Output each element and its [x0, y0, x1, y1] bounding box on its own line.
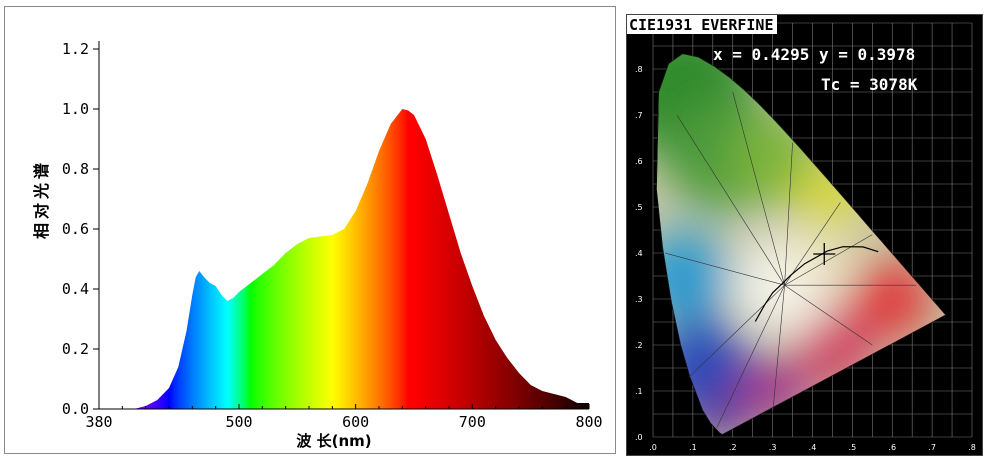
cie-x-tick-label: .2 [729, 443, 737, 452]
y-tick-label: 1.0 [62, 100, 89, 118]
cie-y-tick-label: .2 [635, 341, 643, 350]
cie-measured-point [813, 243, 836, 266]
cie-x-tick-label: .1 [689, 443, 697, 452]
x-axis-label: 波 长(nm) [296, 432, 371, 450]
cie-x-tick-label: .7 [928, 443, 936, 452]
x-tick-label: 600 [342, 413, 369, 431]
cie-x-tick-label: .4 [809, 443, 817, 452]
y-tick-label: 0.2 [62, 340, 89, 358]
cie-x-tick-label: .0 [649, 443, 657, 452]
y-axis-label: 相对光谱 [32, 159, 51, 239]
cie-xy-readout: x = 0.4295 y = 0.3978 [713, 45, 916, 64]
spectrum-area [122, 109, 590, 409]
y-tick-label: 1.2 [62, 40, 89, 58]
cie-gamut-fill [656, 53, 947, 435]
cie-x-tick-label: .6 [888, 443, 896, 452]
cie-tc-readout: Tc = 3078K [821, 75, 918, 94]
spectrum-chart-panel: 0.0 0.2 0.4 0.6 0.8 1.0 1.2 380 500 600 700 800 波 长(… [4, 6, 616, 454]
cie-y-tick-label: .5 [635, 203, 643, 212]
planckian-locus [754, 246, 879, 322]
cie-y-tick-label: .1 [635, 387, 643, 396]
x-tick-label: 700 [459, 413, 486, 431]
cie-y-tick-label: .3 [635, 295, 643, 304]
cie-y-tick-label: .0 [635, 433, 643, 442]
cie-region-lines [664, 91, 917, 428]
cie-y-tick-label: .4 [635, 249, 643, 258]
y-tick-label: 0.6 [62, 220, 89, 238]
x-tick-label: 800 [575, 413, 602, 431]
cie-chromaticity-chart: .0 .1 .2 .3 .4 .5 .6 .7 .8 .0 .1 .2 .3 .4 .5 .6 .7 .8 [635, 22, 976, 452]
cie-x-tick-label: .5 [849, 443, 857, 452]
x-tick-label: 380 [85, 413, 112, 431]
spectrum-chart: 0.0 0.2 0.4 0.6 0.8 1.0 1.2 380 500 600 700 800 波 长(… [32, 40, 603, 450]
y-tick-label: 0.0 [62, 400, 89, 418]
cie-y-tick-label: .6 [635, 157, 643, 166]
cie-x-tick-label: .3 [769, 443, 777, 452]
cie-y-tick-label: .7 [635, 111, 643, 120]
y-tick-label: 0.4 [62, 280, 89, 298]
y-tick-label: 0.8 [62, 160, 89, 178]
cie-y-tick-label: .8 [635, 65, 643, 74]
cie-x-tick-label: .8 [968, 443, 976, 452]
cie-chart-panel: .0 .1 .2 .3 .4 .5 .6 .7 .8 .0 .1 .2 .3 .4 .5 .6 .7 .8 CIE… [626, 14, 983, 456]
cie-chart-title: CIE1931 EVERFINE [627, 15, 777, 34]
x-tick-label: 500 [225, 413, 252, 431]
